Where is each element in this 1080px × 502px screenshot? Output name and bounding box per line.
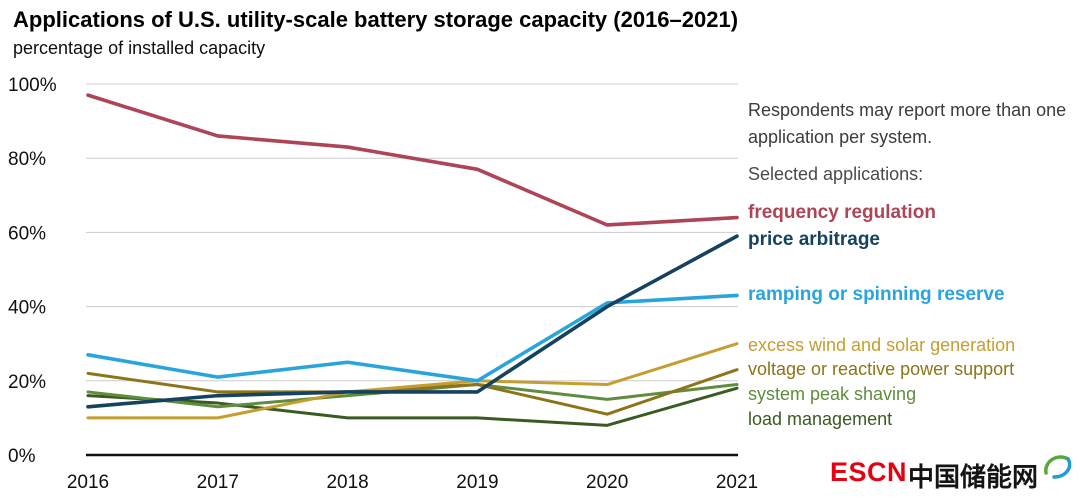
x-axis-tick-label: 2021 <box>716 472 758 493</box>
chart-subtitle: percentage of installed capacity <box>13 38 266 58</box>
series-line-ramping-or-spinning-reserve <box>86 293 739 383</box>
x-axis-tick-label: 2018 <box>326 472 368 493</box>
respondents-note: Respondents may report more than one app… <box>748 100 1067 147</box>
y-axis-tick-label: 20% <box>8 372 46 393</box>
x-axis-tick-label: 2019 <box>456 472 498 493</box>
series-line-frequency-regulation <box>86 93 739 227</box>
x-axis-tick-label: 2016 <box>67 472 109 493</box>
escn-logo-zh: 中国储能网 <box>907 462 1038 492</box>
x-axis-tick-label: 2020 <box>586 472 628 493</box>
chart-title: Applications of U.S. utility-scale batte… <box>13 7 739 32</box>
series-line-excess-wind-and-solar-generation <box>86 342 739 420</box>
y-axis-tick-label: 80% <box>8 149 46 170</box>
y-axis-tick-label: 0% <box>8 446 36 467</box>
x-axis-tick-label: 2017 <box>197 472 239 493</box>
series-line-voltage-or-reactive-power-support <box>86 368 739 416</box>
y-axis-tick-label: 60% <box>8 223 46 244</box>
escn-logo: ESCN 中国储能网 <box>829 455 1074 494</box>
selected-applications-label: Selected applications: <box>748 164 924 184</box>
y-axis-tick-label: 100% <box>8 75 57 96</box>
series-line-system-peak-shaving <box>86 383 739 409</box>
series-line-price-arbitrage <box>86 234 739 409</box>
y-axis-tick-label: 40% <box>8 298 46 319</box>
escn-logo-en: ESCN <box>829 457 907 487</box>
escn-logo-swoosh-icon <box>1044 455 1072 479</box>
series-line-load-management <box>86 386 739 427</box>
